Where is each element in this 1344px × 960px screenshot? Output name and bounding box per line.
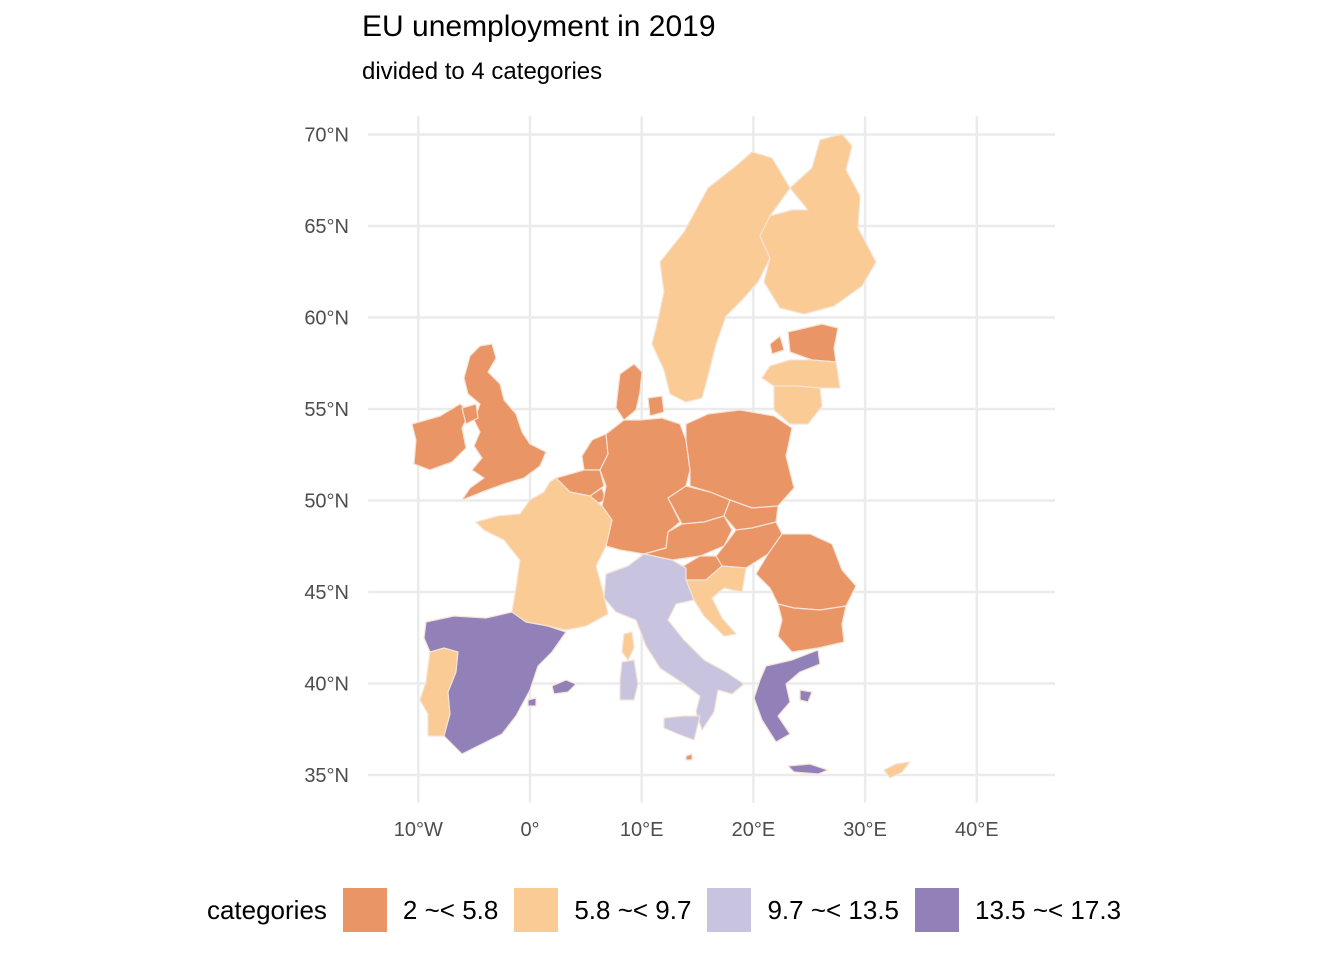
legend: categories 2 ~< 5.8 5.8 ~< 9.7 9.7 ~< 13… bbox=[0, 884, 1344, 936]
x-tick-label: 10°W bbox=[394, 819, 443, 841]
map-subtitle: divided to 4 categories bbox=[362, 58, 603, 85]
legend-swatch-cat2 bbox=[514, 888, 559, 932]
region-cyprus[interactable] bbox=[883, 761, 911, 779]
region-malta[interactable] bbox=[685, 753, 693, 761]
region-corsica[interactable] bbox=[621, 631, 635, 661]
region-sardinia[interactable] bbox=[619, 659, 639, 701]
legend-swatch-cat4 bbox=[915, 888, 960, 932]
x-tick-label: 40°E bbox=[955, 819, 999, 841]
region-sweden[interactable] bbox=[651, 151, 791, 403]
y-tick-label: 70°N bbox=[304, 125, 349, 147]
legend-label-cat2: 5.8 ~< 9.7 bbox=[574, 894, 692, 925]
region-spain[interactable] bbox=[423, 611, 567, 755]
legend-item-cat2: 5.8 ~< 9.7 bbox=[514, 888, 691, 932]
y-tick-label: 35°N bbox=[304, 765, 349, 787]
x-tick-label: 0° bbox=[520, 819, 539, 841]
y-tick-label: 55°N bbox=[304, 399, 349, 421]
region-sicily[interactable] bbox=[663, 715, 701, 741]
y-tick-label: 50°N bbox=[304, 491, 349, 513]
y-tick-label: 45°N bbox=[304, 582, 349, 604]
region-latvia[interactable] bbox=[761, 359, 841, 389]
region-finland[interactable] bbox=[759, 133, 877, 315]
legend-swatch-cat3 bbox=[707, 888, 752, 932]
region-ireland[interactable] bbox=[411, 403, 471, 471]
legend-label-cat3: 9.7 ~< 13.5 bbox=[767, 894, 900, 925]
y-tick-label: 60°N bbox=[304, 308, 349, 330]
region-austria[interactable] bbox=[643, 515, 733, 561]
region-croatia[interactable] bbox=[685, 565, 747, 637]
region-balearic-islands[interactable] bbox=[527, 679, 577, 707]
x-tick-label: 10°E bbox=[620, 819, 664, 841]
legend-item-cat3: 9.7 ~< 13.5 bbox=[707, 888, 899, 932]
legend-swatch-cat1 bbox=[342, 888, 387, 932]
region-layer bbox=[411, 133, 911, 779]
region-italy[interactable] bbox=[603, 553, 745, 731]
region-greece[interactable] bbox=[753, 649, 821, 743]
x-tick-label: 30°E bbox=[843, 819, 887, 841]
region-united-kingdom[interactable] bbox=[461, 343, 547, 501]
y-tick-label: 65°N bbox=[304, 216, 349, 238]
region-estonia[interactable] bbox=[769, 323, 839, 363]
region-united-kingdom-ni[interactable] bbox=[461, 403, 479, 425]
legend-label-cat1: 2 ~< 5.8 bbox=[402, 894, 499, 925]
region-bulgaria[interactable] bbox=[777, 603, 847, 653]
axis-tick-labels: 10°W 0° 10°E 20°E 30°E 40°E 70°N 65°N 60°N 55°N 50… bbox=[304, 125, 998, 842]
x-tick-label: 20°E bbox=[732, 819, 776, 841]
legend-item-cat1: 2 ~< 5.8 bbox=[342, 888, 499, 932]
map-title: EU unemployment in 2019 bbox=[362, 10, 716, 43]
legend-title: categories bbox=[206, 894, 327, 925]
legend-label-cat4: 13.5 ~< 17.3 bbox=[975, 894, 1122, 925]
y-tick-label: 40°N bbox=[304, 674, 349, 696]
legend-item-cat4: 13.5 ~< 17.3 bbox=[915, 888, 1121, 932]
region-lithuania[interactable] bbox=[773, 385, 823, 425]
region-denmark[interactable] bbox=[615, 363, 665, 421]
region-crete[interactable] bbox=[787, 763, 829, 775]
